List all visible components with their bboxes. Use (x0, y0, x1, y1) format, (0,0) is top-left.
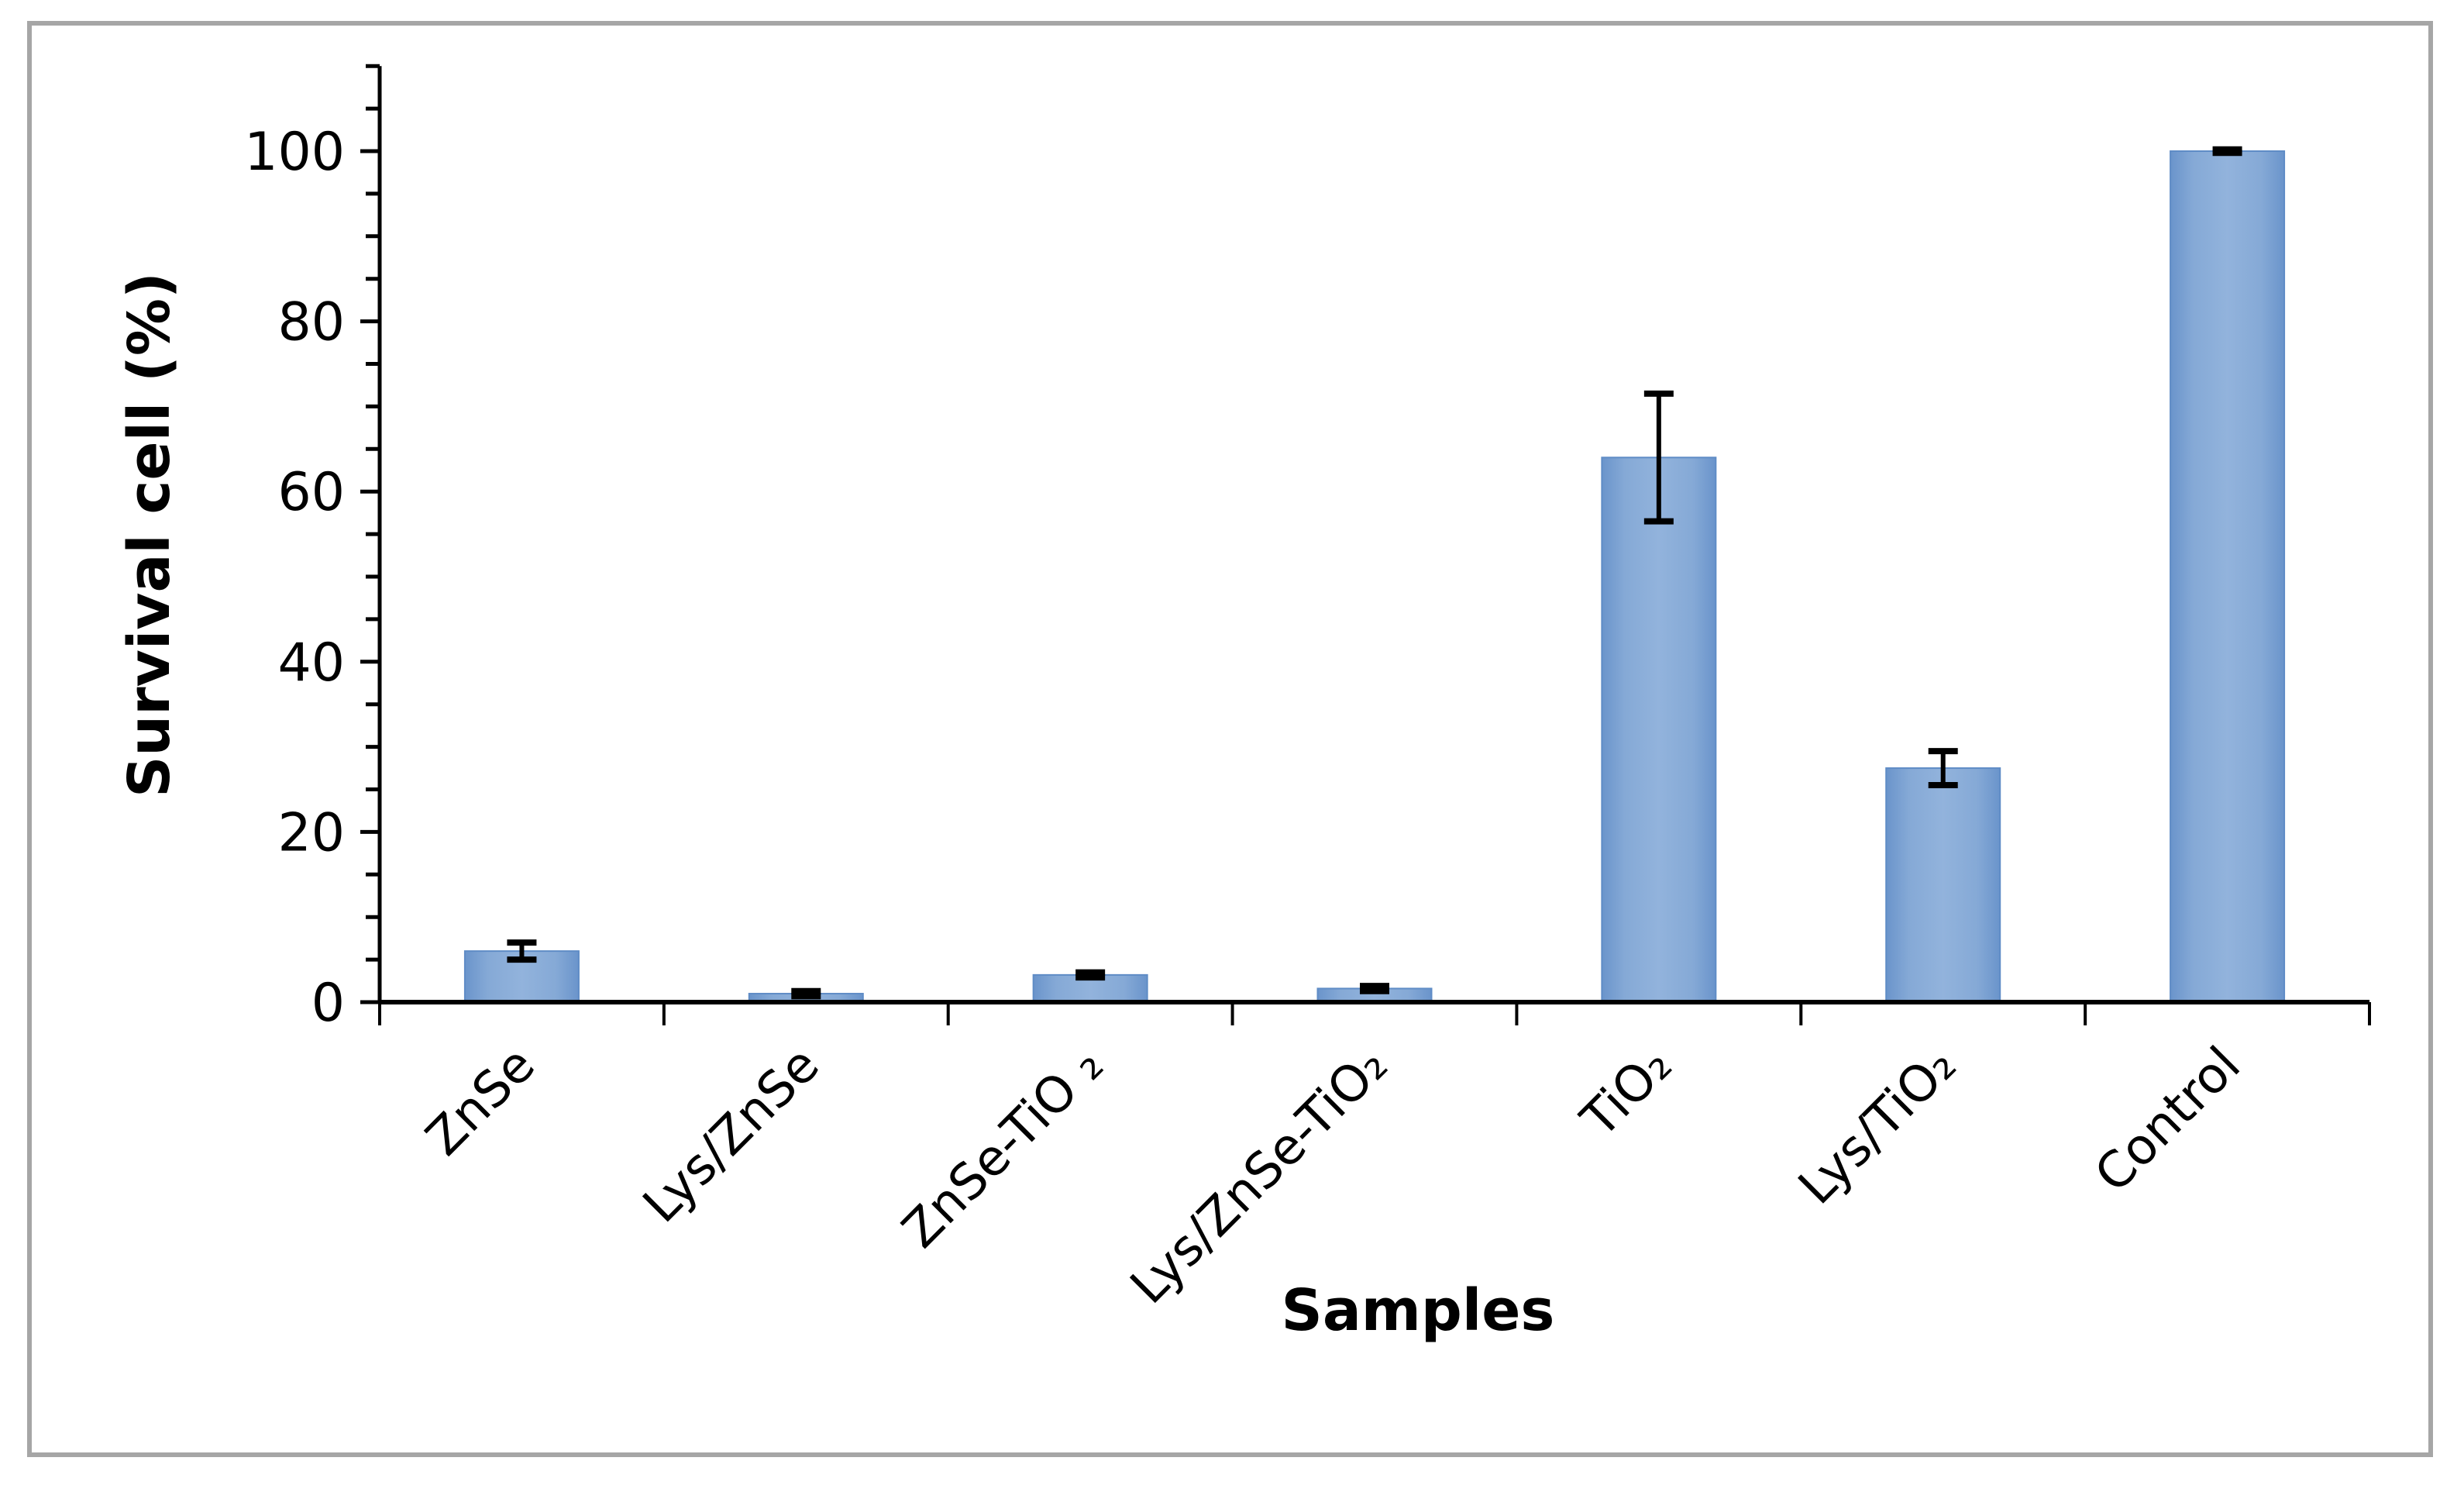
x-axis: ZnSe Lys/ZnSe ZnSe-TiO ₂ Lys/ZnSe-TiO₂ TiO₂ L… (378, 1000, 2371, 1315)
bars-group (463, 146, 2286, 1004)
x-category-label: ZnSe (415, 1036, 546, 1167)
y-tick-label: 100 (244, 122, 345, 183)
y-tick-label: 20 (277, 802, 345, 863)
chart-frame (27, 21, 2433, 1457)
bar (2170, 146, 2286, 1003)
x-category-label: Lys/ZnSe (632, 1036, 830, 1234)
y-tick-label: 80 (277, 292, 345, 353)
y-tick-label: 40 (277, 632, 345, 694)
bar (1032, 969, 1148, 1004)
bar (1316, 983, 1433, 1004)
x-axis-title: Samples (1282, 1277, 1555, 1344)
x-category-label: Control (2084, 1036, 2252, 1204)
x-category-label: ZnSe-TiO ₂ (892, 1036, 1115, 1259)
y-tick-label: 0 (311, 973, 345, 1034)
x-category-label: Lys/ZnSe-TiO₂ (1120, 1036, 1399, 1315)
bar (1885, 748, 2001, 1003)
x-category-label: TiO₂ (1571, 1036, 1684, 1149)
bar (463, 939, 580, 1003)
y-axis-title: Survival cell (%) (116, 272, 183, 798)
x-category-label: Lys/TiO₂ (1788, 1036, 1967, 1216)
bar (1601, 390, 1717, 1003)
y-axis: 0 20 40 60 80 100 (244, 64, 382, 1034)
y-tick-label: 60 (277, 462, 345, 523)
